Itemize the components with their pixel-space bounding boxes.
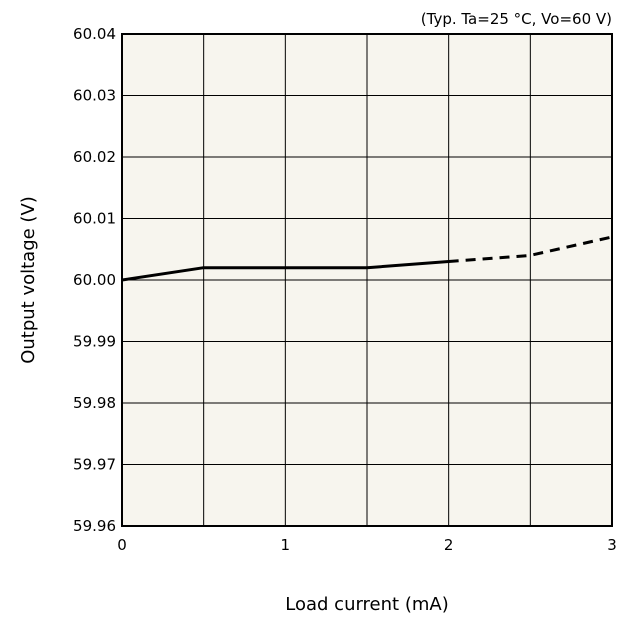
y-tick-label: 59.99 xyxy=(73,333,116,351)
x-tick-label: 1 xyxy=(281,536,291,554)
y-tick-label: 60.03 xyxy=(73,87,116,105)
x-tick-label: 2 xyxy=(444,536,454,554)
y-tick-label: 59.97 xyxy=(73,456,116,474)
y-tick-label: 60.02 xyxy=(73,148,116,166)
y-tick-labels: 59.96 59.97 59.98 59.99 60.00 60.01 60.02 60.03… xyxy=(73,25,116,535)
x-tick-labels: 0 1 2 3 xyxy=(117,536,617,554)
chart-annotation: (Typ. Ta=25 °C, Vo=60 V) xyxy=(421,10,612,28)
series-line-dashed xyxy=(448,235,613,264)
x-tick-label: 3 xyxy=(607,536,617,554)
y-axis-title: Output voltage (V) xyxy=(18,196,39,364)
y-tick-label: 60.04 xyxy=(73,25,116,43)
y-tick-label: 60.01 xyxy=(73,210,116,228)
series-line-solid xyxy=(121,260,449,282)
y-tick-label: 59.98 xyxy=(73,394,116,412)
y-tick-label: 59.96 xyxy=(73,517,116,535)
series-group xyxy=(121,235,613,282)
x-axis-title: Load current (mA) xyxy=(285,594,448,615)
x-tick-label: 0 xyxy=(117,536,127,554)
y-tick-label: 60.00 xyxy=(73,271,116,289)
plot-frame xyxy=(121,33,613,527)
